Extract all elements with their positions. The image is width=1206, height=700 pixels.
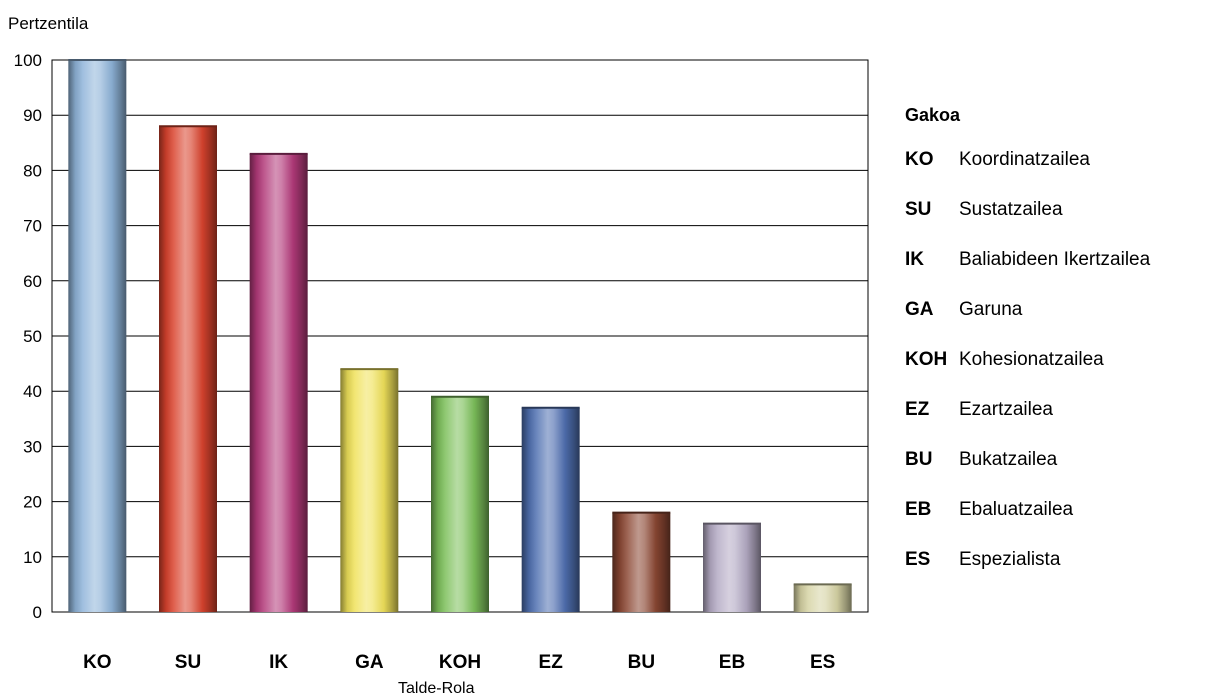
y-tick-label: 80 [23, 161, 42, 180]
x-tick-label: KOH [439, 652, 481, 673]
legend-item: GA Garuna [905, 285, 1150, 335]
legend-label: Espezialista [959, 549, 1061, 570]
bar [340, 369, 399, 612]
legend-label: Sustatzailea [959, 199, 1063, 220]
bar-chart: 0 10 20 30 40 50 60 70 80 90 100 KO SU IK GA KOH EZ BU EB E… [14, 51, 869, 673]
bar [249, 153, 308, 612]
x-tick-label: EZ [539, 652, 564, 673]
legend-item: KOH Kohesionatzailea [905, 335, 1150, 385]
y-tick-label: 20 [23, 493, 42, 512]
y-tick-label: 40 [23, 382, 42, 401]
y-axis-title: Pertzentila [8, 14, 89, 33]
y-tick-label: 50 [23, 327, 42, 346]
bar [521, 407, 580, 612]
legend-item: SU Sustatzailea [905, 185, 1150, 235]
bar [431, 396, 489, 612]
bar [793, 584, 852, 612]
x-tick-label: IK [269, 652, 288, 673]
legend-code: ES [905, 549, 931, 570]
x-tick-label: BU [628, 652, 655, 673]
legend: Gakoa KO Koordinatzailea SU Sustatzailea… [905, 95, 1150, 585]
legend-item: BU Bukatzailea [905, 435, 1150, 485]
legend-label: Garuna [959, 299, 1023, 320]
legend-item: EZ Ezartzailea [905, 385, 1150, 435]
legend-label: Koordinatzailea [959, 149, 1090, 170]
x-tick-label: GA [355, 652, 384, 673]
legend-item: ES Espezialista [905, 535, 1150, 585]
bar [159, 126, 217, 613]
legend-item: IK Baliabideen Ikertzailea [905, 235, 1150, 285]
x-axis-title: Talde-Rola [398, 680, 475, 697]
legend-code: KO [905, 149, 934, 170]
y-tick-label: 90 [23, 106, 42, 125]
legend-item: EB Ebaluatzailea [905, 485, 1150, 535]
y-tick-label: 10 [23, 548, 42, 567]
x-tick-label: EB [719, 652, 745, 673]
bar [703, 523, 761, 612]
legend-code: GA [905, 299, 934, 320]
legend-item: KO Koordinatzailea [905, 135, 1150, 185]
x-tick-label: KO [83, 652, 112, 673]
x-tick-label: ES [810, 652, 835, 673]
y-tick-label: 0 [33, 603, 42, 622]
legend-code: IK [905, 249, 924, 270]
legend-label: Kohesionatzailea [959, 349, 1104, 370]
y-tick-label: 30 [23, 437, 42, 456]
legend-label: Baliabideen Ikertzailea [959, 249, 1151, 270]
legend-code: EZ [905, 399, 930, 420]
y-tick-label: 70 [23, 217, 42, 236]
bar [612, 512, 671, 612]
y-tick-label: 100 [14, 51, 42, 70]
legend-code: EB [905, 499, 932, 520]
bar [68, 60, 127, 612]
y-tick-label: 60 [23, 272, 42, 291]
legend-code: BU [905, 449, 933, 470]
legend-code: SU [905, 199, 932, 220]
legend-label: Bukatzailea [959, 449, 1058, 470]
legend-title: Gakoa [905, 105, 961, 125]
legend-code: KOH [905, 349, 948, 370]
legend-label: Ezartzailea [959, 399, 1053, 420]
legend-label: Ebaluatzailea [959, 499, 1074, 520]
x-tick-label: SU [175, 652, 201, 673]
